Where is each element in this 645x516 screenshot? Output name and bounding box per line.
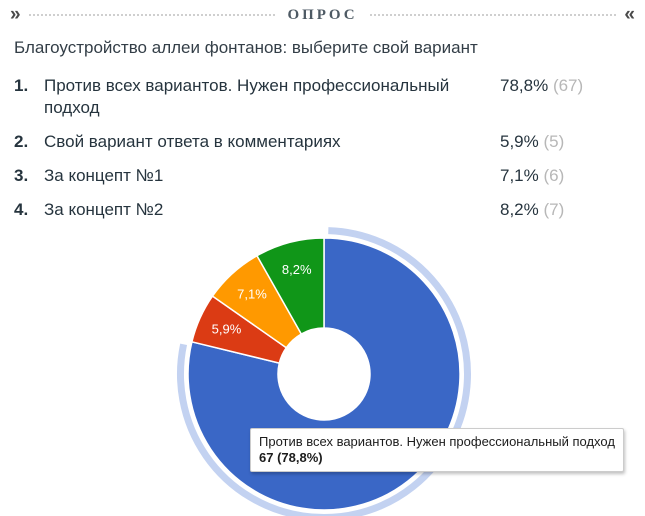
tooltip-value: 67 (78,8%) (259, 450, 323, 465)
chart-tooltip: Против всех вариантов. Нужен профессиона… (250, 428, 624, 472)
option-percent: 5,9% (500, 132, 539, 151)
tooltip-label: Против всех вариантов. Нужен профессиона… (259, 434, 615, 449)
slice-percent-label: 5,9% (212, 321, 242, 336)
dotted-divider-left (28, 14, 276, 16)
option-percent: 78,8% (500, 76, 549, 95)
double-chevron-right-icon: » (10, 4, 21, 25)
option-percent: 7,1% (500, 166, 539, 185)
slice-percent-label: 7,1% (237, 286, 267, 301)
poll-results-list: 1. Против всех вариантов. Нужен професси… (0, 75, 645, 221)
option-number: 4. (14, 200, 29, 219)
option-label: Против всех вариантов. Нужен профессиона… (44, 76, 450, 117)
dotted-divider-right (369, 14, 617, 16)
poll-question: Благоустройство аллеи фонтанов: выберите… (14, 38, 478, 57)
option-percent: 8,2% (500, 200, 539, 219)
option-number: 1. (14, 76, 29, 95)
option-count: (5) (543, 132, 565, 151)
option-label: За концепт №2 (44, 200, 164, 219)
option-number: 3. (14, 166, 29, 185)
option-count: (67) (552, 76, 584, 95)
option-result: 8,2% (7) (500, 199, 645, 221)
option-result: 5,9% (5) (500, 131, 645, 153)
selected-slice-highlight-ring (176, 227, 471, 516)
option-number: 2. (14, 132, 29, 151)
poll-header: » ОПРОС « (0, 0, 645, 24)
double-chevron-left-icon: « (624, 4, 635, 25)
poll-option-row-1: 1. Против всех вариантов. Нужен професси… (0, 75, 645, 119)
poll-option-row-3: 3. За концепт №1 7,1% (6) (0, 165, 645, 187)
option-result: 7,1% (6) (500, 165, 645, 187)
option-result: 78,8% (67) (500, 75, 645, 119)
pie-slice-4[interactable] (255, 237, 325, 336)
poll-header-title: ОПРОС (287, 6, 358, 23)
option-label: За концепт №1 (44, 166, 164, 185)
option-count: (6) (543, 166, 565, 185)
slice-percent-label: 8,2% (282, 262, 312, 277)
option-count: (7) (543, 200, 565, 219)
option-label: Свой вариант ответа в комментариях (44, 132, 341, 151)
poll-option-row-2: 2. Свой вариант ответа в комментариях 5,… (0, 131, 645, 153)
poll-option-row-4: 4. За концепт №2 8,2% (7) (0, 199, 645, 221)
